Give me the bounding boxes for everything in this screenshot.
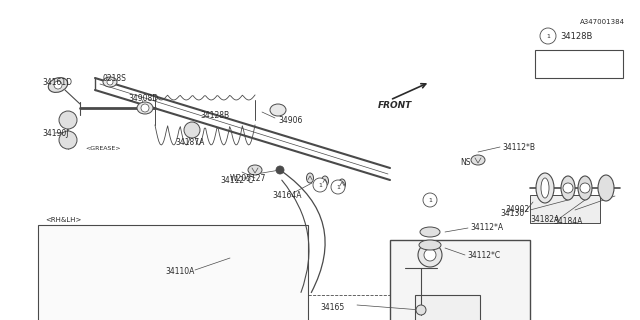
Ellipse shape xyxy=(561,176,575,200)
Ellipse shape xyxy=(248,165,262,175)
Circle shape xyxy=(276,166,284,174)
Text: 34906: 34906 xyxy=(278,116,302,124)
Circle shape xyxy=(423,193,437,207)
Ellipse shape xyxy=(137,102,153,114)
Bar xyxy=(38,225,308,320)
Text: 34164A: 34164A xyxy=(272,190,301,199)
Ellipse shape xyxy=(420,227,440,237)
Text: <GREASE>: <GREASE> xyxy=(85,146,120,150)
Ellipse shape xyxy=(471,155,485,165)
Text: 34112*C: 34112*C xyxy=(220,175,253,185)
Text: 1: 1 xyxy=(336,185,340,189)
Text: 34112*B: 34112*B xyxy=(502,142,535,151)
Ellipse shape xyxy=(321,176,328,186)
Bar xyxy=(535,50,623,78)
Text: <RH&LH>: <RH&LH> xyxy=(45,217,81,223)
Text: 34112*C: 34112*C xyxy=(467,251,500,260)
Text: 34130: 34130 xyxy=(500,210,524,219)
Ellipse shape xyxy=(598,175,614,201)
Text: NS: NS xyxy=(460,157,470,166)
Ellipse shape xyxy=(578,176,592,200)
Ellipse shape xyxy=(419,240,441,250)
Circle shape xyxy=(184,122,200,138)
Text: 34902: 34902 xyxy=(505,205,529,214)
Ellipse shape xyxy=(339,179,346,189)
Text: 34190J: 34190J xyxy=(42,129,68,138)
Text: 34128B: 34128B xyxy=(560,31,593,41)
Ellipse shape xyxy=(541,178,549,198)
Text: FRONT: FRONT xyxy=(378,100,412,109)
Text: 34110A: 34110A xyxy=(165,268,195,276)
Text: 34128B: 34128B xyxy=(200,110,229,119)
Circle shape xyxy=(313,178,327,192)
Circle shape xyxy=(107,79,113,85)
Text: 1: 1 xyxy=(546,34,550,38)
Text: 0218S: 0218S xyxy=(102,74,126,83)
Text: 34184A: 34184A xyxy=(553,217,582,226)
Ellipse shape xyxy=(48,77,68,92)
Circle shape xyxy=(331,180,345,194)
Circle shape xyxy=(141,104,149,112)
Text: 34187A: 34187A xyxy=(175,138,204,147)
Ellipse shape xyxy=(536,173,554,203)
Circle shape xyxy=(59,111,77,129)
Text: 34112*A: 34112*A xyxy=(470,223,503,233)
Text: 1: 1 xyxy=(318,182,322,188)
Circle shape xyxy=(563,183,573,193)
Text: A347001384: A347001384 xyxy=(580,19,625,25)
Circle shape xyxy=(418,243,442,267)
Ellipse shape xyxy=(307,173,314,183)
Bar xyxy=(530,195,600,223)
Text: 1: 1 xyxy=(428,197,432,203)
Text: W205127: W205127 xyxy=(230,173,266,182)
Circle shape xyxy=(424,249,436,261)
Bar xyxy=(415,295,480,320)
Circle shape xyxy=(540,28,556,44)
Ellipse shape xyxy=(270,104,286,116)
Circle shape xyxy=(580,183,590,193)
Text: 34161D: 34161D xyxy=(42,77,72,86)
Circle shape xyxy=(416,305,426,315)
Ellipse shape xyxy=(103,77,117,87)
Text: 34165: 34165 xyxy=(320,302,344,311)
Text: 34908D: 34908D xyxy=(128,93,158,102)
Circle shape xyxy=(54,81,62,89)
Text: 34182A: 34182A xyxy=(530,215,559,225)
Bar xyxy=(390,240,530,320)
Circle shape xyxy=(59,131,77,149)
